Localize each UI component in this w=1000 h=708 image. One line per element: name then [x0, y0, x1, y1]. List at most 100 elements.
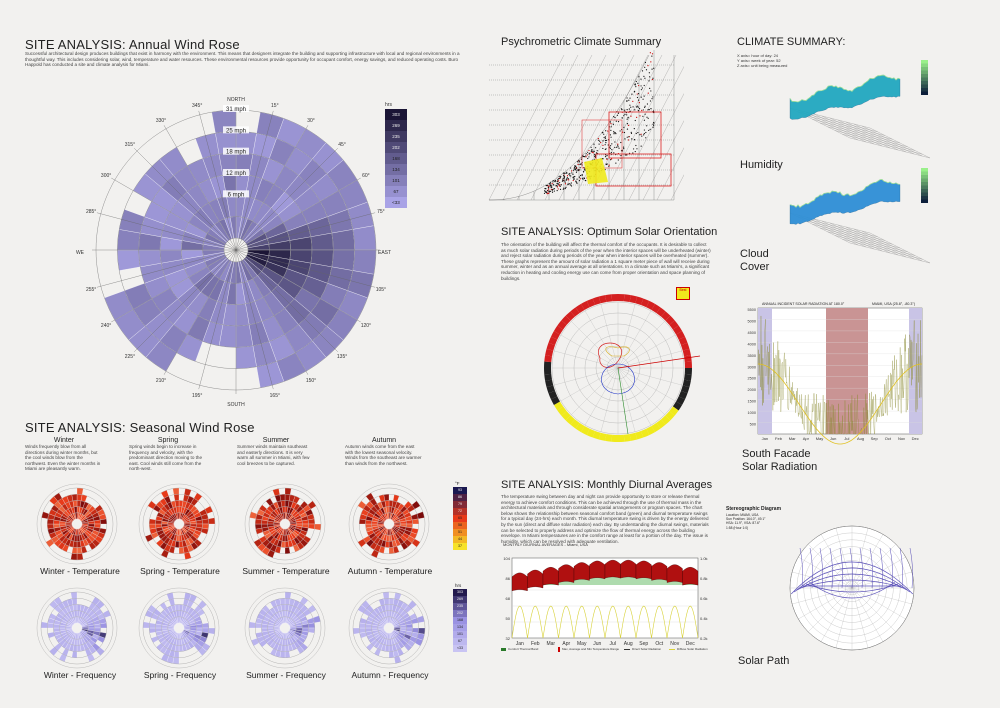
facade-y-tick: 4500 [748, 331, 756, 335]
facade-month-label: Jan [762, 436, 768, 441]
diurnal-text: The temperature swing between day and ni… [501, 494, 709, 544]
season-summer: Summer Summer winds maintain southeast a… [237, 437, 315, 466]
caption-autumn-temperature: Autumn - Temperature [347, 566, 433, 576]
caption-spring-temperature: Spring - Temperature [140, 566, 220, 576]
degree-label: 330° [156, 118, 166, 124]
month-label: Jan [516, 641, 524, 647]
solar-orientation-chart [544, 294, 701, 442]
degree-label: 240° [101, 323, 111, 329]
frequency-rose [36, 587, 118, 669]
stereo-note-1: Sun Position: 164.0°, 49.1° [726, 517, 766, 522]
y-left-tick: 104 [503, 556, 510, 561]
facade-location: MIAMI, USA (25.8°, -80.3°) [872, 302, 916, 306]
diurnal-title: SITE ANALYSIS: Monthly Diurnal Averages [501, 479, 713, 491]
temperature-rose [348, 483, 430, 565]
facade-y-tick: 3500 [748, 354, 756, 358]
facade-month-label: Mar [789, 436, 797, 441]
frequency-rose [138, 587, 220, 669]
season-winter: Winter Winds frequently blow from all di… [25, 437, 103, 472]
degree-label: 315° [125, 142, 135, 148]
freq-legend: 303 269 235 202 168 134 101 67 <33 [453, 589, 467, 652]
month-label: Nov [670, 641, 679, 647]
south-facade-caption: South Facade Solar Radiation [742, 448, 817, 474]
facade-y-tick: 5500 [748, 308, 756, 312]
facade-y-tick: 3000 [748, 365, 756, 369]
solar-orientation-text: The orientation of the building will aff… [501, 242, 711, 281]
legend-step: 235 [385, 131, 407, 142]
wind-rose-speed-rings: 31 mph 25 mph 18 mph 12 mph 6 mph [223, 105, 249, 198]
legend-step: 269 [385, 120, 407, 131]
legend-comfort: Comfort Thermal Band [508, 647, 539, 651]
legend-step: 202 [385, 142, 407, 153]
legend-step: 134 [385, 164, 407, 175]
axis-note-y: Y axis= week of year: 52 [737, 58, 781, 63]
surface-plot [789, 178, 931, 264]
month-label: Dec [686, 641, 695, 647]
month-label: Sep [639, 641, 648, 647]
month-label: Aug [624, 641, 633, 647]
facade-y-tick: 1000 [748, 411, 756, 415]
degree-label: 120° [361, 323, 371, 329]
legend-step: 67 [385, 186, 407, 197]
legend-step: 168 [453, 617, 467, 624]
caption-autumn-frequency: Autumn - Frequency [351, 670, 429, 680]
seasonal-roses [36, 483, 430, 669]
facade-month-label: Jul [844, 436, 849, 441]
legend-step: 303 [453, 589, 467, 596]
degree-label: 150° [306, 378, 316, 384]
facade-caption-line1: South Facade [742, 448, 811, 460]
season-spring-text: Spring winds begin to increase in freque… [129, 444, 203, 472]
legend-temp: Max, Average and Min Temperature Range [562, 647, 620, 651]
solar-path-caption: Solar Path [738, 655, 790, 667]
legend-step: 134 [453, 624, 467, 631]
diurnal-chart-title: MONTHLY DIURNAL AVERAGES - Miami, USA [503, 542, 588, 547]
y-right-tick: 0.8k [700, 576, 708, 581]
caption-summer-frequency: Summer - Frequency [246, 670, 326, 680]
south-facade-chart: 5500 5000 4500 4000 3500 3000 2500 2000 1500 1000… [748, 307, 923, 445]
degree-label: 255° [86, 287, 96, 293]
caption-summer-temperature: Summer - Temperature [242, 566, 330, 576]
legend-step: 269 [453, 596, 467, 603]
facade-month-label: May [816, 436, 824, 441]
caption-winter-temperature: Winter - Temperature [40, 566, 120, 576]
month-label: Apr [562, 641, 570, 647]
degree-label: 210° [156, 378, 166, 384]
seasonal-title: SITE ANALYSIS: Seasonal Wind Rose [25, 420, 255, 435]
legend-step: 51 [453, 529, 467, 536]
wind-rose-legend-title: hrs [385, 102, 392, 108]
axis-note-x: X axis= hour of day: 24 [737, 53, 779, 58]
climate-axis-notes: X axis= hour of day: 24 Y axis= week of … [737, 53, 787, 68]
facade-month-label: Feb [775, 436, 783, 441]
axis-note-z: Z axis= unit being measured [737, 63, 788, 68]
climate-surface-plots [789, 60, 931, 264]
legend-step: 93 [453, 487, 467, 494]
speed-ring-label: 31 mph [226, 107, 246, 113]
y-left-tick: 32 [506, 636, 511, 641]
temp-legend: 93 86 79 72 65 58 51 44 37 [453, 487, 467, 550]
surface-plot [789, 74, 931, 159]
degree-label: 45° [338, 142, 346, 148]
speed-ring-label: 12 mph [226, 171, 246, 177]
degree-label: 30° [307, 118, 315, 124]
legend-step: <33 [453, 645, 467, 652]
wind-rose-intro: Successful architectural design produces… [25, 51, 460, 68]
compass-north: NORTH [227, 97, 245, 103]
compass-south: SOUTH [227, 402, 245, 408]
facade-y-tick: 2000 [748, 388, 756, 392]
degree-label: 105° [376, 287, 386, 293]
stereo-note-3: 1:58 (Hour 1:0) [726, 525, 749, 530]
month-label: Feb [531, 641, 540, 647]
facade-month-label: Apr [803, 436, 810, 441]
legend-step: 86 [453, 494, 467, 501]
y-right-tick: 0.2k [700, 636, 708, 641]
y-left-tick: 50 [506, 616, 511, 621]
facade-month-label: Jun [830, 436, 836, 441]
degree-label: 225° [125, 354, 135, 360]
y-right-tick: 1.0k [700, 556, 708, 561]
month-label: May [577, 641, 587, 647]
legend-step: 235 [453, 603, 467, 610]
season-autumn: Autumn Autumn winds come from the east w… [345, 437, 423, 466]
cloud-cover-label: Cloud Cover [740, 248, 769, 274]
diurnal-legend: Comfort Thermal Band Max, Average and Mi… [501, 647, 711, 655]
y-right-tick: 0.4k [700, 616, 708, 621]
